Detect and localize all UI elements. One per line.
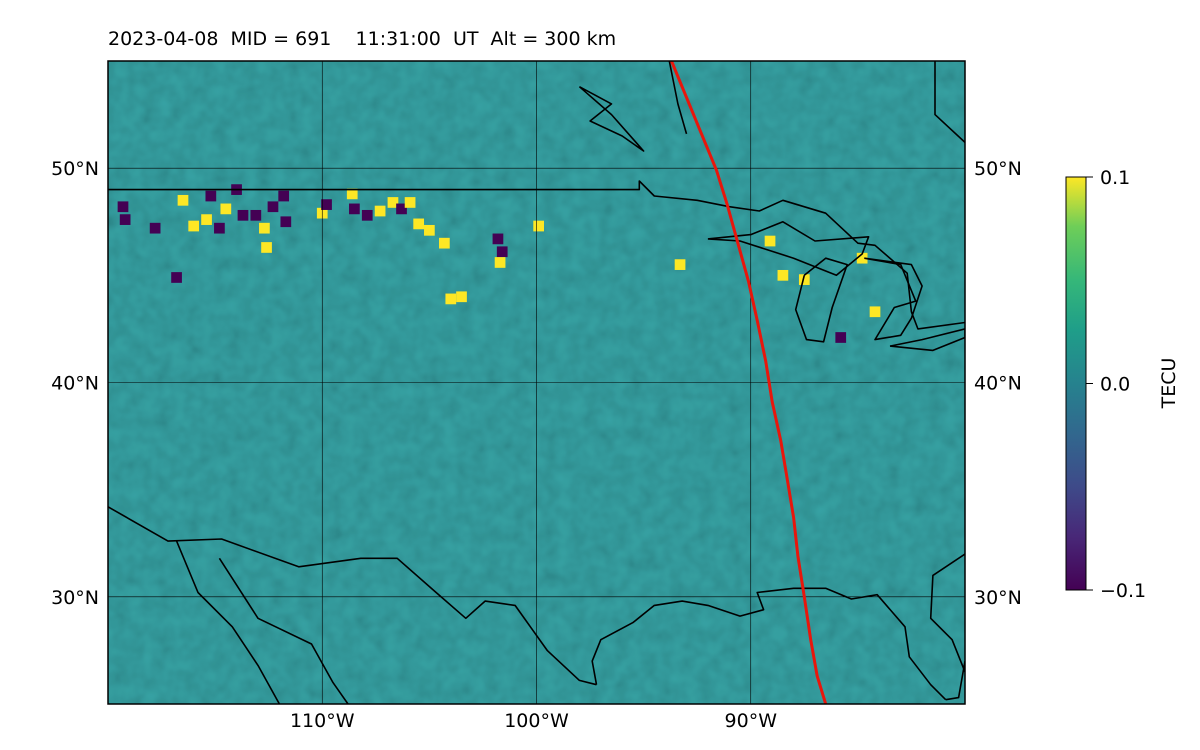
border-line xyxy=(794,257,849,343)
coastlines-and-borders xyxy=(108,61,965,704)
lat-tick-label-right: 50°N xyxy=(974,158,1022,180)
border-line xyxy=(889,328,965,352)
tec-positive-anomaly xyxy=(259,222,270,234)
colorbar-label: TECU xyxy=(1158,358,1180,410)
colorbar: 0.1 0.0 −0.1 TECU xyxy=(1065,167,1180,602)
tec-negative-anomaly xyxy=(321,199,332,210)
colorbar-ramp xyxy=(1065,176,1087,591)
tec-negative-anomaly xyxy=(250,209,262,221)
tec-positive-anomaly xyxy=(387,197,399,208)
border-line xyxy=(934,61,965,143)
tec-positive-anomaly xyxy=(261,242,272,253)
border-line xyxy=(668,61,688,135)
lat-tick-label-right: 40°N xyxy=(974,373,1022,395)
tec-negative-anomaly xyxy=(119,214,131,225)
border-line xyxy=(864,257,923,341)
tec-positive-anomaly xyxy=(533,220,544,232)
tec-positive-anomaly xyxy=(777,269,789,281)
tec-negative-anomaly xyxy=(349,203,360,215)
tec-positive-anomaly xyxy=(424,224,435,236)
border-line xyxy=(108,180,965,330)
map-frame xyxy=(107,60,966,705)
lon-tick-label: 110°W xyxy=(290,710,355,732)
tec-positive-anomaly xyxy=(346,188,358,200)
tec-positive-anomaly xyxy=(856,252,868,264)
totality-centerline xyxy=(670,61,828,704)
tec-positive-anomaly xyxy=(220,203,232,215)
tec-negative-anomaly xyxy=(280,216,292,228)
tec-positive-anomaly xyxy=(445,293,457,305)
colorbar-ticks: 0.1 0.0 −0.1 xyxy=(1086,167,1146,602)
tec-positive-anomaly xyxy=(869,306,881,318)
tec-positive-anomaly xyxy=(494,257,506,268)
tec-negative-anomaly xyxy=(267,201,279,213)
tec-negative-anomaly xyxy=(496,246,508,258)
tec-positive-anomaly xyxy=(439,237,450,249)
colorbar-tick-label: 0.1 xyxy=(1100,167,1130,189)
border-line xyxy=(707,221,870,277)
border-line xyxy=(108,506,597,686)
border-line xyxy=(591,587,947,701)
lon-tick-label: 90°W xyxy=(725,710,778,732)
border-line xyxy=(175,540,281,704)
lat-tick-label-right: 30°N xyxy=(974,587,1022,609)
tec-positive-anomaly xyxy=(413,218,425,230)
colorbar-tick-label: 0.0 xyxy=(1100,374,1130,396)
tec-anomaly-layer xyxy=(117,184,881,343)
tec-negative-anomaly xyxy=(171,272,182,283)
colorbar-tick-label: −0.1 xyxy=(1100,580,1146,602)
tec-negative-anomaly xyxy=(396,203,407,215)
tec-positive-anomaly xyxy=(177,194,189,206)
lat-tick-label-left: 30°N xyxy=(51,587,99,609)
map-area xyxy=(107,60,966,705)
tec-positive-anomaly xyxy=(404,197,416,208)
lon-tick-label: 100°W xyxy=(504,710,569,732)
tec-negative-anomaly xyxy=(237,209,249,221)
lat-tick-label-left: 40°N xyxy=(51,373,99,395)
lat-tick-label-left: 50°N xyxy=(51,158,99,180)
border-line xyxy=(578,85,645,152)
tec-negative-anomaly xyxy=(117,201,129,213)
tec-negative-anomaly xyxy=(278,190,290,202)
border-line xyxy=(218,557,349,704)
tec-positive-anomaly xyxy=(798,274,810,285)
border-line xyxy=(945,660,965,701)
axis-ticks: 110°W 100°W 90°W 50°N 50°N 40°N 40°N 30°N 30°N xyxy=(51,158,1022,732)
graticule xyxy=(108,61,965,704)
tec-positive-anomaly xyxy=(764,235,776,247)
tec-positive-anomaly xyxy=(188,220,200,232)
totality-path xyxy=(670,61,828,704)
border-line xyxy=(929,553,965,673)
tec-positive-anomaly xyxy=(201,214,212,225)
tec-negative-anomaly xyxy=(214,222,225,234)
tec-negative-anomaly xyxy=(361,209,373,221)
tec-negative-anomaly xyxy=(149,222,161,234)
tec-negative-anomaly xyxy=(835,332,847,343)
tec-negative-anomaly xyxy=(492,233,504,245)
map-title: 2023-04-08 MID = 691 11:31:00 UT Alt = 3… xyxy=(108,28,617,50)
tec-negative-anomaly xyxy=(205,190,217,202)
tec-positive-anomaly xyxy=(674,259,686,270)
tec-positive-anomaly xyxy=(374,205,386,217)
tec-positive-anomaly xyxy=(456,291,467,303)
